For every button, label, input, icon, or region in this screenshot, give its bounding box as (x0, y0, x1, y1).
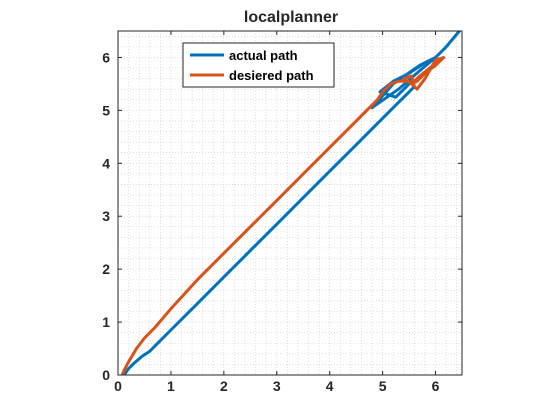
series-line-desiered-path (120, 56, 445, 375)
y-tick-label: 4 (102, 155, 110, 171)
series-layer (120, 31, 461, 375)
y-tick-label: 0 (102, 367, 110, 383)
x-tick-label: 0 (114, 378, 122, 394)
y-tick-label: 1 (102, 314, 110, 330)
x-axis: 0 1 2 3 4 5 6 (114, 31, 440, 394)
y-axis: 0 1 2 3 4 5 6 (102, 49, 462, 383)
x-tick-label: 1 (167, 378, 175, 394)
y-tick-label: 3 (102, 208, 110, 224)
series-line-actual-path (122, 31, 461, 375)
x-tick-label: 2 (220, 378, 228, 394)
legend: actual path desiered path (182, 42, 335, 88)
x-tick-label: 4 (326, 378, 334, 394)
legend-box (182, 42, 335, 88)
legend-label-desiered-path: desiered path (229, 68, 314, 83)
legend-label-actual-path: actual path (229, 48, 298, 63)
y-tick-label: 5 (102, 102, 110, 118)
chart-title: localplanner (244, 9, 338, 26)
x-tick-label: 5 (379, 378, 387, 394)
x-tick-label: 6 (432, 378, 440, 394)
y-tick-label: 6 (102, 49, 110, 65)
minor-grid (118, 31, 462, 375)
x-tick-label: 3 (273, 378, 281, 394)
plot-area-border (117, 30, 463, 376)
y-tick-label: 2 (102, 261, 110, 277)
